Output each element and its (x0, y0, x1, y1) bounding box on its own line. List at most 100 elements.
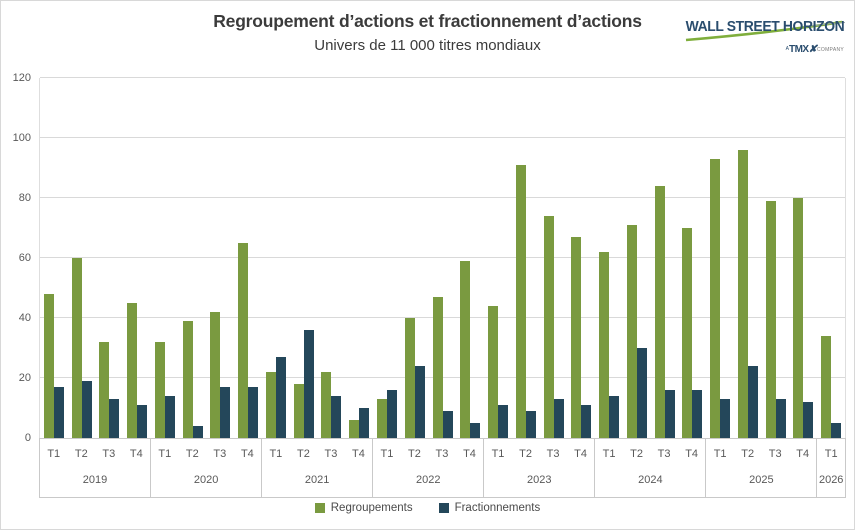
bar-regroupements-2021-T2 (293, 384, 304, 438)
bar-regroupements-2019-T4 (127, 303, 138, 438)
x-label-2020-T4: T4 (240, 448, 254, 460)
bar-fractionnements-2019-T3 (109, 399, 120, 438)
bar-fractionnements-2021-T4 (359, 408, 370, 438)
logo-tagline-suffix: COMPANY (816, 47, 844, 53)
x-label-2019-T2: T2 (74, 448, 88, 460)
x-label-2025-T4: T4 (796, 448, 810, 460)
logo-tmx-x-icon: ✘ (808, 44, 817, 55)
gridline-60 (40, 257, 845, 258)
regroupements-swatch-icon (314, 503, 325, 513)
bar-fractionnements-2025-T3 (775, 399, 786, 438)
x-axis: T1 T2 T3 T4 2019 T1 T2 T3 T4 2020 T1 T2 T3 T4 2021 T1 T2… (39, 438, 846, 498)
bar-regroupements-2019-T2 (71, 258, 82, 438)
x-group-2019: T1 T2 T3 T4 2019 (40, 439, 152, 497)
bar-group-2025 (706, 78, 817, 438)
x-quarter-row-2022: T1 T2 T3 T4 (373, 439, 483, 469)
y-tick-80: 80 (18, 192, 31, 204)
x-year-label-2021: 2021 (304, 474, 330, 486)
bar-fractionnements-2024-T3 (664, 390, 675, 438)
x-quarter-row-2023: T1 T2 T3 T4 (484, 439, 594, 469)
x-year-label-2024: 2024 (638, 474, 663, 486)
bar-fractionnements-2024-T2 (636, 348, 647, 438)
bar-fractionnements-2025-T4 (803, 402, 814, 438)
bar-fractionnements-2020-T2 (192, 426, 203, 438)
x-label-2025-T1: T1 (713, 448, 727, 460)
bar-regroupements-2022-T3 (432, 297, 443, 438)
x-group-2024: T1 T2 T3 T4 2024 (595, 439, 707, 497)
bar-fractionnements-2025-T1 (720, 399, 731, 438)
bar-regroupements-2024-T2 (626, 225, 637, 438)
plot-area (39, 77, 846, 438)
gridline-100 (40, 137, 845, 138)
bar-group-2023 (484, 78, 595, 438)
quarter-2023-T1 (484, 78, 512, 438)
quarter-2019-T2 (68, 78, 96, 438)
x-group-2022: T1 T2 T3 T4 2022 (373, 439, 485, 497)
x-quarter-row-2025: T1 T2 T3 T4 (706, 439, 816, 469)
quarter-2020-T2 (179, 78, 207, 438)
quarter-2025-T2 (734, 78, 762, 438)
x-group-2025: T1 T2 T3 T4 2025 (706, 439, 818, 497)
bar-fractionnements-2021-T2 (303, 330, 314, 438)
x-label-2019-T3: T3 (102, 448, 116, 460)
quarter-2025-T3 (762, 78, 790, 438)
x-year-label-2026: 2026 (818, 474, 844, 486)
gridline-120 (40, 77, 845, 78)
x-label-2022-T4: T4 (463, 448, 476, 460)
wall-street-horizon-logo: WALL STREET HORIZON ATMX✘COMPANY (684, 13, 846, 57)
y-tick-40: 40 (18, 312, 31, 324)
bar-fractionnements-2022-T2 (414, 366, 425, 438)
bar-fractionnements-2020-T3 (220, 387, 231, 438)
x-label-2021-T2: T2 (296, 448, 310, 460)
x-label-2022-T2: T2 (408, 448, 421, 460)
quarter-2024-T1 (595, 78, 623, 438)
x-group-2020: T1 T2 T3 T4 2020 (151, 439, 263, 497)
x-label-2023-T4: T4 (574, 448, 587, 460)
x-year-label-2025: 2025 (749, 474, 774, 486)
quarter-2026-T1 (817, 78, 845, 438)
bar-regroupements-2020-T4 (238, 243, 249, 438)
quarter-2022-T1 (373, 78, 401, 438)
quarter-2020-T1 (151, 78, 179, 438)
bar-regroupements-2021-T4 (349, 420, 360, 438)
x-label-2025-T2: T2 (741, 448, 755, 460)
legend-item-fractionnements: Fractionnements (438, 502, 540, 514)
bar-fractionnements-2021-T1 (275, 357, 286, 438)
bar-regroupements-2022-T4 (460, 261, 471, 438)
bar-group-2021 (262, 78, 373, 438)
x-year-label-2023: 2023 (527, 474, 552, 486)
quarter-2022-T4 (456, 78, 484, 438)
quarter-2024-T3 (651, 78, 679, 438)
bar-fractionnements-2020-T4 (248, 387, 259, 438)
bar-regroupements-2020-T3 (210, 312, 221, 438)
bar-regroupements-2025-T4 (793, 198, 804, 438)
x-label-2026-T1: T1 (824, 448, 838, 460)
quarter-2019-T3 (96, 78, 124, 438)
bar-fractionnements-2019-T4 (137, 405, 148, 438)
bar-regroupements-2019-T1 (43, 294, 54, 438)
quarter-2023-T4 (567, 78, 595, 438)
quarter-2024-T4 (678, 78, 706, 438)
bar-fractionnements-2022-T1 (386, 390, 397, 438)
x-label-2021-T4: T4 (352, 448, 365, 460)
bar-regroupements-2021-T3 (321, 372, 332, 438)
bar-fractionnements-2024-T4 (692, 390, 703, 438)
gridline-40 (40, 317, 845, 318)
x-quarter-row-2019: T1 T2 T3 T4 (40, 439, 150, 469)
x-label-2023-T1: T1 (491, 448, 505, 460)
quarter-2023-T3 (540, 78, 568, 438)
quarter-2022-T2 (401, 78, 429, 438)
quarter-2021-T2 (290, 78, 318, 438)
bar-regroupements-2025-T2 (737, 150, 748, 438)
bar-regroupements-2025-T3 (765, 201, 776, 438)
x-quarter-row-2026: T1 (817, 439, 845, 469)
quarter-2021-T4 (345, 78, 373, 438)
bar-group-2022 (373, 78, 484, 438)
quarter-2021-T3 (318, 78, 346, 438)
bar-group-2019 (40, 78, 151, 438)
bar-regroupements-2023-T4 (571, 237, 582, 438)
x-year-label-2020: 2020 (193, 474, 219, 486)
x-label-2020-T3: T3 (213, 448, 227, 460)
x-label-2024-T3: T3 (657, 448, 671, 460)
